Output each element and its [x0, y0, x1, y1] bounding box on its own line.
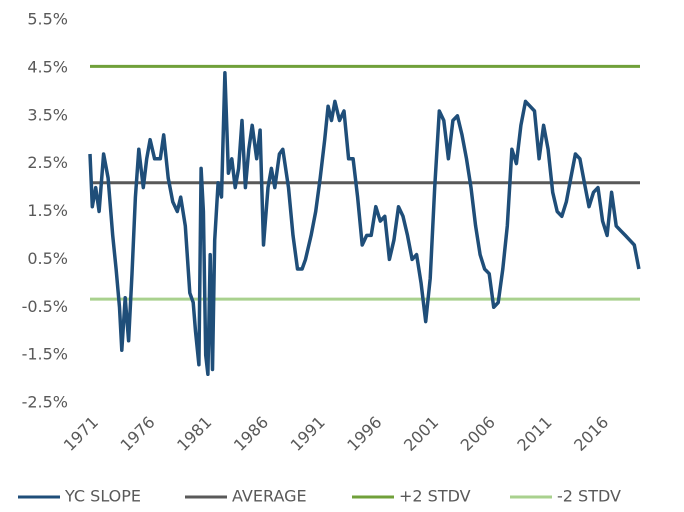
x-tick-label: 1971 [60, 413, 102, 455]
legend-label: AVERAGE [232, 487, 307, 506]
x-tick-label: 1991 [287, 413, 329, 455]
y-tick-label: 2.5% [27, 153, 68, 172]
y-tick-label: 0.5% [27, 249, 68, 268]
legend-label: +2 STDV [399, 487, 471, 506]
x-tick-label: 1996 [343, 413, 385, 455]
x-tick-label: 1981 [173, 413, 215, 455]
legend-label: YC SLOPE [64, 487, 141, 506]
series-line [88, 70, 641, 377]
x-tick-label: 1986 [230, 413, 272, 455]
x-tick-label: 1976 [116, 413, 158, 455]
y-tick-label: -1.5% [22, 345, 68, 364]
x-tick-label: 2011 [513, 413, 555, 455]
x-tick-label: 2001 [400, 413, 442, 455]
y-tick-label: 5.5% [27, 10, 68, 29]
x-tick-label: 2016 [570, 413, 612, 455]
legend-label: -2 STDV [557, 487, 621, 506]
y-tick-label: -2.5% [22, 393, 68, 412]
y-tick-label: 3.5% [27, 105, 68, 124]
y-tick-label: -0.5% [22, 297, 68, 316]
y-tick-label: 4.5% [27, 57, 68, 76]
x-tick-label: 2006 [457, 413, 499, 455]
y-tick-label: 1.5% [27, 201, 68, 220]
